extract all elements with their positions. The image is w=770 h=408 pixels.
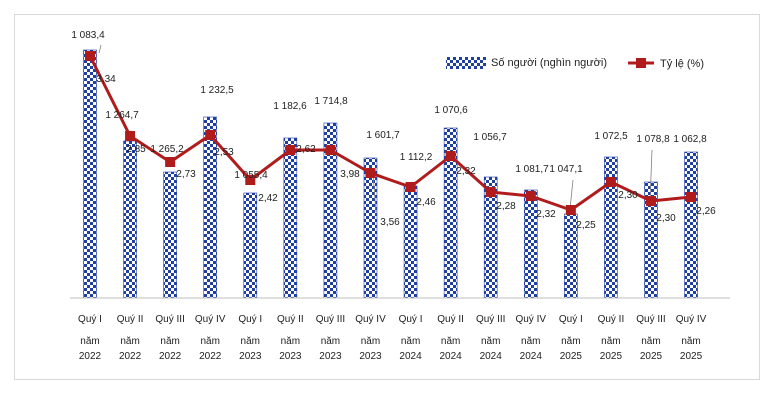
line-label-5: 2,42 (258, 193, 278, 204)
bar-3 (163, 171, 177, 299)
line-label-4: 2,53 (214, 147, 234, 158)
bar-6 (283, 137, 298, 299)
line-label-7: 3,98 (340, 169, 360, 180)
x-tick-label-15: Quý III năm 2025 (636, 314, 665, 362)
bar-16 (684, 151, 698, 299)
line-marker-15 (645, 196, 656, 206)
x-tick-label-11: Quý III năm 2024 (476, 314, 505, 362)
line-marker-6 (285, 145, 296, 155)
line-label-9: 2,46 (416, 197, 436, 208)
legend-label-line: Tỷ lệ (%) (660, 58, 704, 70)
bar-label-13: 1 047,1 (549, 164, 583, 175)
line-marker-5 (245, 175, 256, 185)
line-label-2: 2,85 (126, 144, 146, 155)
chart-frame (14, 14, 760, 380)
bar-label-2: 1 264,7 (105, 110, 139, 121)
bar-8 (363, 157, 378, 299)
callout-line-1 (98, 44, 102, 54)
bar-label-7: 1 714,8 (314, 96, 348, 107)
bar-label-9: 1 112,2 (400, 152, 433, 163)
line-label-8: 3,56 (380, 217, 400, 228)
bar-12 (523, 189, 538, 299)
line-label-16: 2,26 (696, 206, 716, 217)
line-marker-8 (365, 168, 376, 178)
legend: Số người (nghìn người) Tỷ lệ (%) (446, 57, 704, 70)
line-label-3: 2,73 (176, 169, 196, 180)
callout-line-4 (372, 173, 377, 213)
bar-label-6: 1 182,6 (273, 101, 307, 112)
x-tick-label-12: Quý IV năm 2024 (515, 314, 546, 362)
line-series (88, 55, 692, 212)
bar-label-1: 1 083,4 (71, 30, 105, 41)
bar-label-11: 1 056,7 (473, 132, 507, 143)
line-label-13: 2,25 (576, 220, 596, 231)
bar-2 (123, 140, 137, 299)
line-marker-2 (125, 131, 136, 141)
x-tick-label-10: Quý II năm 2024 (437, 314, 464, 362)
legend-marker-line (636, 58, 646, 68)
bar-9 (403, 185, 418, 299)
line-label-11: 2,28 (496, 201, 516, 212)
line-marker-7 (325, 145, 336, 155)
line-marker-1 (85, 51, 95, 61)
bar-label-10: 1 070,6 (434, 105, 468, 116)
bar-label-4: 1 232,5 (200, 85, 234, 96)
line-label-6: 2,62 (296, 144, 316, 155)
line-label-10: 2,32 (456, 166, 476, 177)
bar-label-14: 1 072,5 (594, 131, 628, 142)
legend-swatch-bars (446, 57, 486, 69)
line-label-15: 2,30 (656, 213, 676, 224)
x-tick-label-8: Quý IV năm 2023 (355, 314, 386, 362)
x-tick-label-16: Quý IV năm 2025 (676, 314, 707, 362)
bar-label-16: 1 062,8 (673, 134, 707, 145)
line-label-1: 3,34 (96, 74, 116, 85)
line-label-14: 2,30 (618, 190, 638, 201)
x-tick-label-14: Quý II năm 2025 (598, 314, 625, 362)
bar-label-5: 1 055,4 (234, 170, 268, 181)
bar-5 (243, 192, 258, 299)
x-tick-label-6: Quý II năm 2023 (277, 314, 304, 362)
bar-label-12: 1 081,7 (515, 164, 549, 175)
line-marker-10 (445, 151, 456, 161)
bar-label-8: 1 601,7 (366, 130, 400, 141)
line-marker-12 (525, 191, 536, 201)
line-marker-14 (605, 177, 616, 187)
x-tick-label-4: Quý IV năm 2022 (195, 314, 226, 362)
bar-label-15: 1 078,8 (636, 134, 670, 145)
x-tick-label-7: Quý III năm 2023 (316, 314, 345, 362)
bar-label-3: 1 265,2 (150, 144, 184, 155)
line-marker-9 (405, 182, 416, 192)
line-marker-13 (565, 205, 576, 215)
legend-label-bars: Số người (nghìn người) (491, 57, 607, 69)
line-marker-16 (686, 192, 697, 202)
bar-4 (203, 116, 218, 299)
callout-line-6 (649, 149, 653, 203)
x-tick-label-3: Quý III năm 2022 (155, 314, 184, 362)
x-tick-label-2: Quý II năm 2022 (117, 314, 144, 362)
line-label-12: 2,32 (536, 209, 556, 220)
line-marker-11 (485, 187, 496, 197)
bar-1 (83, 49, 97, 299)
callout-line-5 (569, 179, 574, 210)
line-marker-3 (165, 157, 176, 167)
line-marker-4 (205, 130, 216, 140)
